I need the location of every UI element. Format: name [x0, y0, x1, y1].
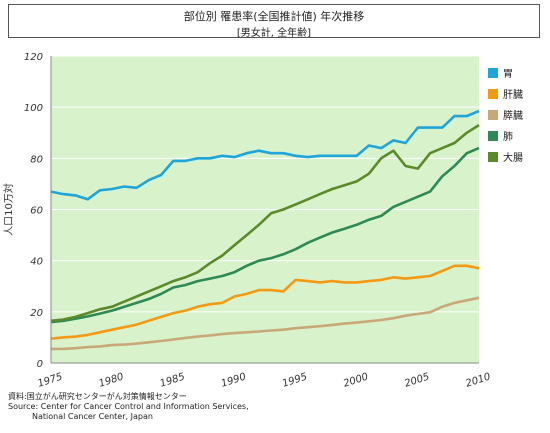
legend-swatch — [488, 152, 498, 162]
chart-title: 部位別 罹患率(全国推計値) 年次推移 — [183, 10, 365, 23]
y-axis-label: 人口10万対 — [2, 183, 15, 236]
legend-swatch — [488, 68, 498, 78]
line-chart: 0 20 40 60 80 100 120 1975 1980 1985 1990 1995 2000 2… — [2, 52, 523, 390]
x-tick-label: 1990 — [220, 371, 248, 389]
series-line-4 — [50, 146, 480, 324]
source-note: 資料:国立がん研究センターがん対策情報センター Source: Center f… — [8, 392, 249, 422]
x-tick-label: 1980 — [98, 371, 126, 389]
legend-label: 肺 — [503, 131, 513, 143]
y-tick-label: 60 — [30, 206, 43, 217]
series-line-5 — [50, 124, 480, 323]
legend-label: 膵臓 — [503, 110, 523, 122]
y-tick-label: 100 — [24, 103, 43, 114]
source-line-3: National Cancer Center, Japan — [32, 412, 153, 421]
series-line-1 — [50, 109, 480, 201]
x-tick-label: 2005 — [403, 371, 431, 389]
x-tick-label: 2000 — [342, 371, 370, 389]
x-tick-label: 1985 — [159, 371, 187, 389]
x-tick-label: 1995 — [281, 371, 309, 389]
title-box: 部位別 罹患率(全国推計値) 年次推移 [男女計, 全年齢] — [8, 4, 540, 39]
series-line-3 — [51, 296, 480, 351]
legend-swatch — [488, 89, 498, 99]
source-line-1: 資料:国立がん研究センターがん対策情報センター — [8, 392, 187, 401]
legend-label: 大腸 — [503, 151, 523, 164]
y-tick-label: 0 — [37, 359, 43, 370]
source-line-2: Source: Center for Cancer Control and In… — [8, 402, 249, 411]
legend-swatch — [488, 131, 498, 141]
y-tick-label: 120 — [24, 52, 43, 63]
legend-label: 肝臓 — [503, 89, 523, 101]
legend-swatch — [488, 110, 498, 120]
y-tick-label: 40 — [30, 257, 43, 268]
x-tick-label: 1975 — [36, 371, 64, 389]
legend-label: 胃 — [503, 68, 513, 80]
chart-subtitle: [男女計, 全年齢] — [236, 28, 312, 39]
y-tick-label: 20 — [30, 308, 43, 319]
y-tick-label: 80 — [30, 154, 43, 165]
x-tick-label: 2010 — [464, 371, 492, 389]
series-line-2 — [50, 264, 480, 340]
